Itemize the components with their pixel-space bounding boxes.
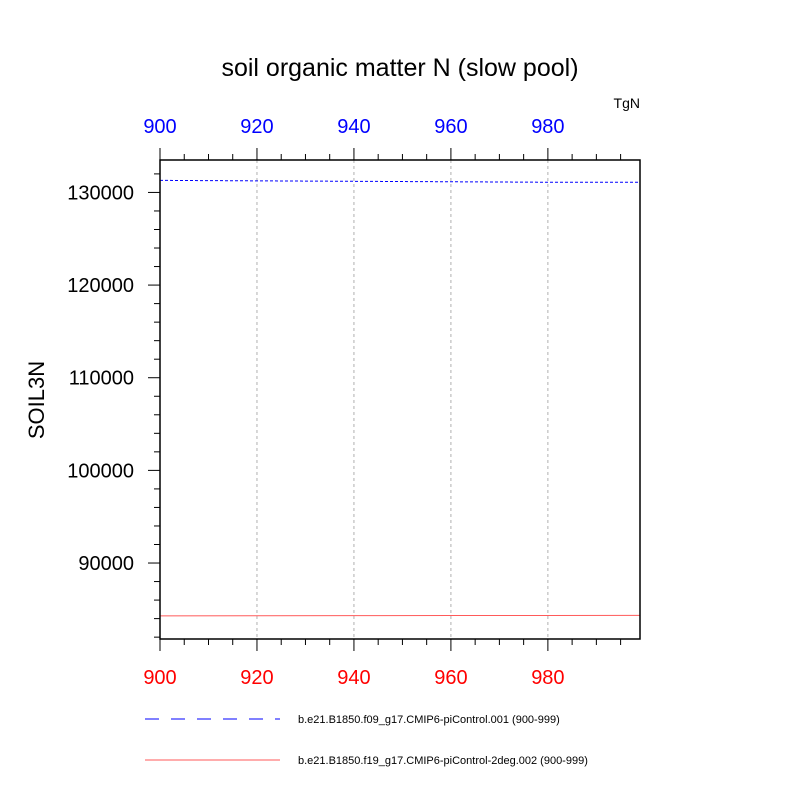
legend: b.e21.B1850.f09_g17.CMIP6-piControl.001 … bbox=[145, 714, 588, 767]
tick-labels: 900 920 940 960 980 900 920 940 960 980 90000 10000… bbox=[67, 116, 564, 689]
grid-lines bbox=[256, 160, 549, 639]
x-tick-label-top: 940 bbox=[337, 116, 370, 138]
x-tick-label-top: 920 bbox=[240, 116, 273, 138]
y-tick-label: 90000 bbox=[78, 553, 134, 575]
x-tick-label-bottom: 900 bbox=[143, 667, 176, 689]
series-lines bbox=[159, 179, 641, 617]
y-tick-label: 130000 bbox=[67, 182, 134, 204]
legend-label-1: b.e21.B1850.f09_g17.CMIP6-piControl.001 … bbox=[298, 714, 560, 726]
x-tick-label-bottom: 920 bbox=[240, 667, 273, 689]
plot-frame bbox=[159, 159, 641, 640]
units-label: TgN bbox=[614, 95, 640, 111]
series-line-1 bbox=[159, 179, 640, 183]
legend-label-2: b.e21.B1850.f19_g17.CMIP6-piControl-2deg… bbox=[298, 755, 588, 767]
chart-title: soil organic matter N (slow pool) bbox=[221, 54, 578, 82]
axis-ticks bbox=[148, 148, 622, 651]
x-tick-label-top: 900 bbox=[143, 116, 176, 138]
x-tick-label-top: 960 bbox=[434, 116, 467, 138]
x-tick-label-bottom: 980 bbox=[531, 667, 564, 689]
y-tick-label: 120000 bbox=[67, 275, 134, 297]
y-axis-label: SOIL3N bbox=[24, 361, 49, 439]
y-tick-label: 110000 bbox=[69, 368, 134, 390]
x-tick-label-top: 980 bbox=[531, 116, 564, 138]
x-tick-label-bottom: 960 bbox=[434, 667, 467, 689]
x-tick-label-bottom: 940 bbox=[337, 667, 370, 689]
y-tick-label: 100000 bbox=[67, 460, 134, 482]
